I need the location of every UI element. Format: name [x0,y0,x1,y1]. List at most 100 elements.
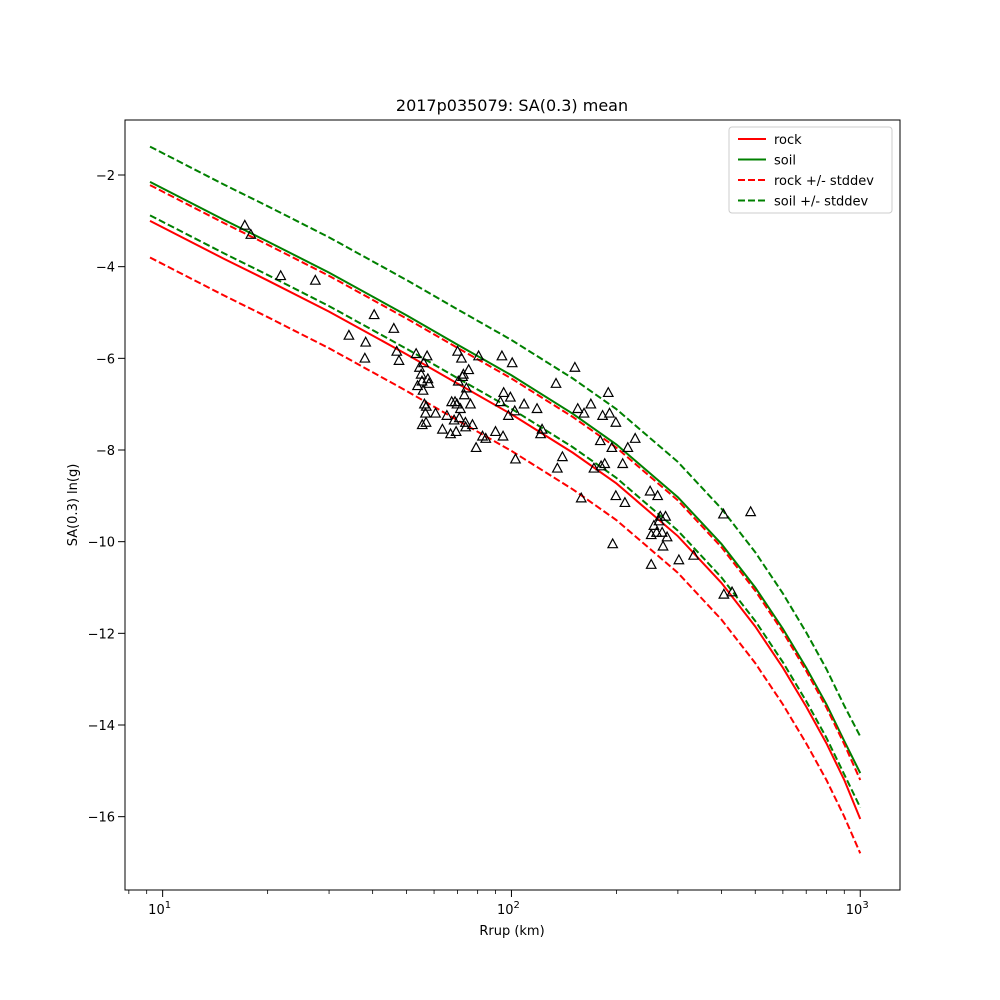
data-point [610,416,622,427]
legend-box [728,126,893,214]
model-curves [149,145,862,854]
data-point [644,484,656,496]
y-tick-label: −8 [96,444,115,459]
y-tick-label: −12 [88,627,115,642]
data-point [410,347,422,359]
y-tick-label: −6 [96,352,115,367]
data-point [417,384,429,395]
data-point [509,452,522,464]
data-point [460,381,473,393]
data-point [419,407,432,418]
data-point [726,585,738,597]
data-point [416,418,429,430]
data-point [368,308,380,320]
data-point [536,423,548,434]
data-point [629,432,641,443]
data-point [388,322,400,333]
data-point [451,397,463,409]
data-point [239,219,251,230]
data-point [466,418,479,430]
data-point [497,429,509,441]
data-point [673,553,685,565]
data-point [494,395,507,407]
data-point [448,413,460,425]
data-point [454,402,467,414]
data-point [657,539,669,551]
data-point [585,397,597,409]
y-tick-label: −16 [88,811,115,826]
data-point [506,356,518,368]
data-point [606,537,619,549]
data-point [610,489,622,501]
data-point [450,425,462,437]
data-point [569,361,581,372]
data-point [551,462,564,473]
observed-points [239,219,757,599]
data-point [423,377,435,388]
data-point [598,457,611,469]
data-point [245,228,257,239]
data-point [464,397,477,409]
curve-rock_minus [149,256,862,854]
data-point [489,425,502,437]
y-axis-label: SA(0.3) ln(g) [66,464,81,547]
data-point [479,432,492,443]
x-tick-label: 101 [148,900,171,918]
data-point [588,462,600,473]
data-point [571,402,584,414]
data-point [429,407,442,418]
data-point [459,420,472,432]
data-point [718,588,730,599]
data-point [497,386,510,398]
data-point [417,356,430,368]
legend-entry: rock +/- stddev [774,174,874,189]
data-point [274,269,287,281]
data-point [343,329,355,340]
data-point [603,407,616,418]
data-point [393,354,405,365]
data-point [531,402,543,414]
data-point [455,352,468,363]
data-point [458,388,471,400]
legend-entry: rock [774,133,802,148]
curve-soil_plus [149,145,862,737]
data-point [470,441,482,453]
data-point [496,349,508,361]
curve-soil_minus [149,214,862,808]
data-point [616,457,629,469]
curve-rock [149,219,862,820]
data-point [606,441,618,453]
data-point [687,549,700,560]
plot-frame [124,119,901,891]
data-point [359,352,371,363]
legend-entry: soil +/- stddev [774,195,869,210]
x-axis: 101 102 103 [128,890,869,918]
x-axis-label: Rrup (km) [479,924,544,939]
legend: rock soil rock +/- stddev soil +/- stddev [728,126,893,214]
chart-title: 2017p035079: SA(0.3) mean [396,96,628,115]
data-point [656,526,668,537]
data-point [508,404,521,416]
data-point [659,510,672,521]
data-point [575,491,587,503]
data-point [453,411,466,423]
data-point [359,336,372,347]
data-point [421,349,433,361]
curve-rock_plus [149,184,862,781]
y-axis: −2 −4 −6 −8 −10 −12 −14 −16 [88,169,125,826]
data-point [420,416,432,427]
data-point [518,397,530,409]
data-point [619,496,631,508]
data-point [504,391,517,402]
data-point [651,489,664,501]
data-point [451,345,464,356]
data-point [436,423,449,434]
data-point [650,526,663,537]
data-point [449,395,461,407]
y-tick-label: −2 [96,169,115,184]
x-tick-label: 102 [497,900,520,918]
data-point [472,349,485,361]
x-tick-label: 103 [846,900,869,918]
data-point [596,409,609,420]
